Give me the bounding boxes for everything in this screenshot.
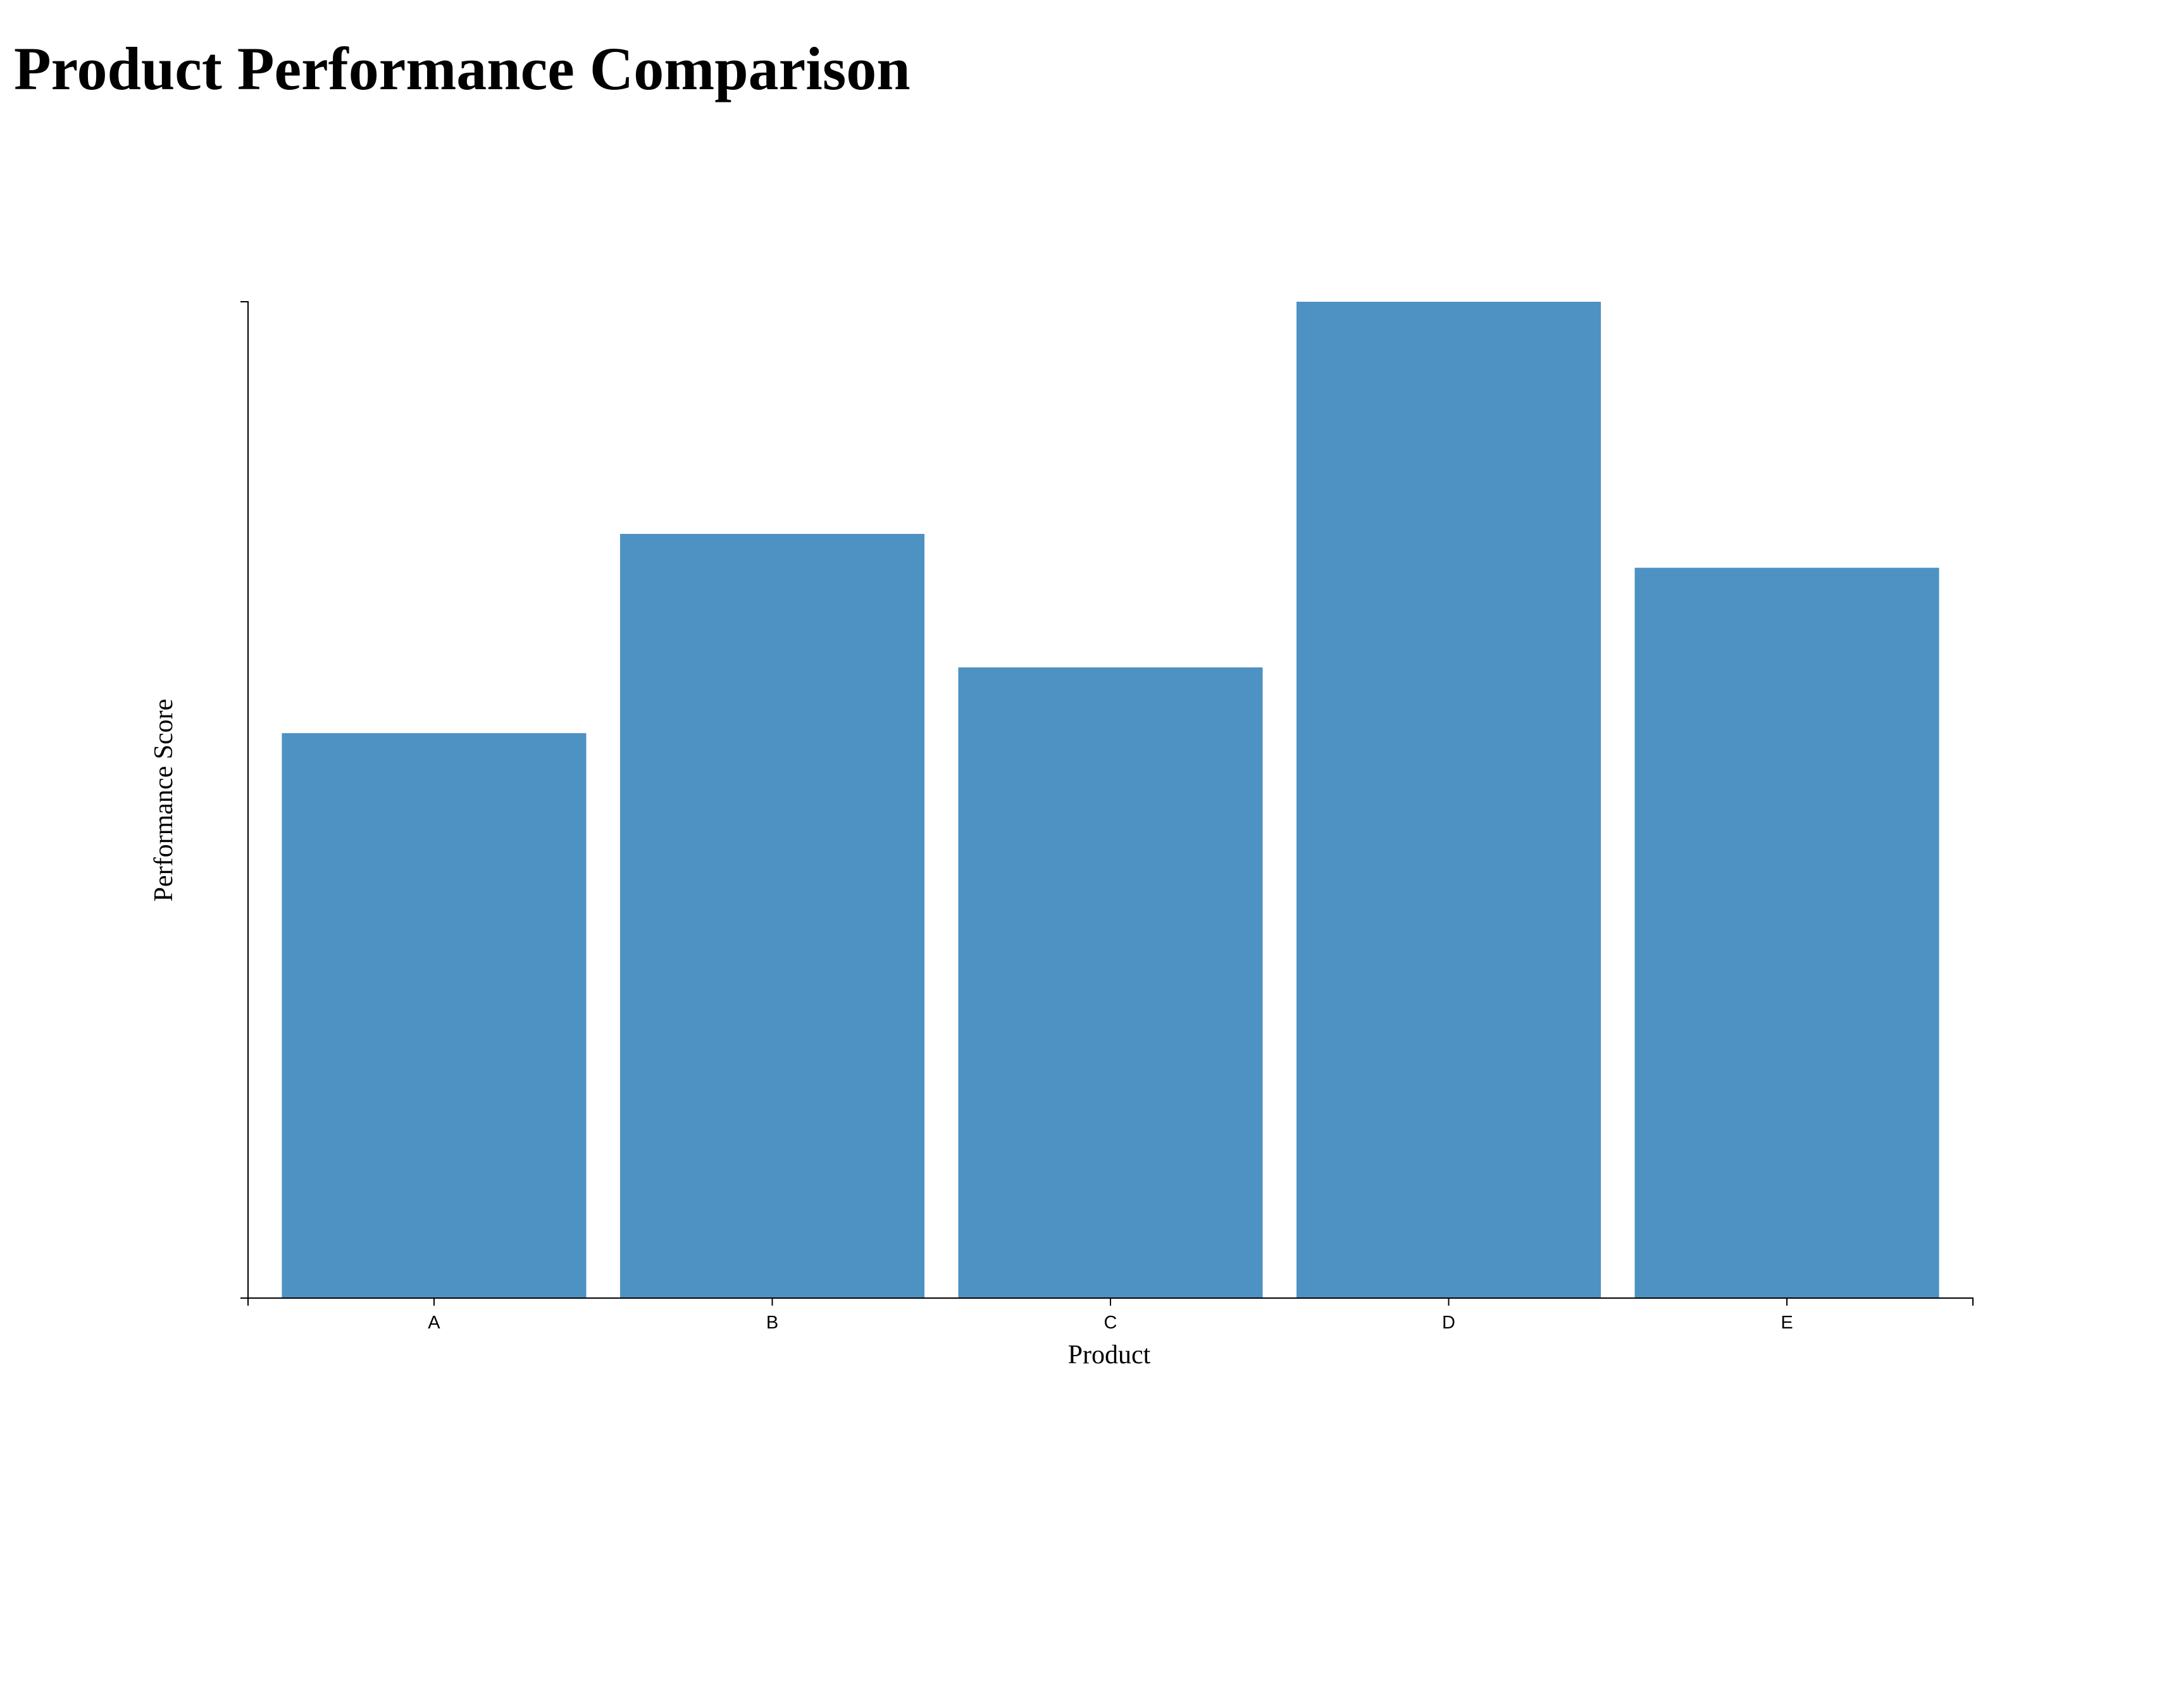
x-tick-label-e: E <box>1781 1313 1793 1333</box>
x-tick-label-c: C <box>1104 1313 1117 1333</box>
bar-a <box>282 733 587 1298</box>
bar-d <box>1296 302 1601 1298</box>
bars-group <box>282 302 1939 1298</box>
x-tick-label-d: D <box>1442 1313 1455 1333</box>
y-axis <box>240 301 249 1299</box>
x-tick-label-b: B <box>766 1313 778 1333</box>
x-axis-label: Product <box>1068 1340 1151 1370</box>
x-axis-line <box>247 1297 1974 1306</box>
bar-c <box>958 667 1263 1298</box>
bar-b <box>619 533 925 1298</box>
page-title: Product Performance Comparison <box>14 35 911 102</box>
x-tick-label-a: A <box>428 1313 440 1333</box>
y-axis-line <box>240 301 249 1299</box>
bar-e <box>1634 567 1939 1298</box>
y-axis-label: Performance Score <box>149 699 178 902</box>
x-axis: A B C D E <box>247 1297 1974 1333</box>
